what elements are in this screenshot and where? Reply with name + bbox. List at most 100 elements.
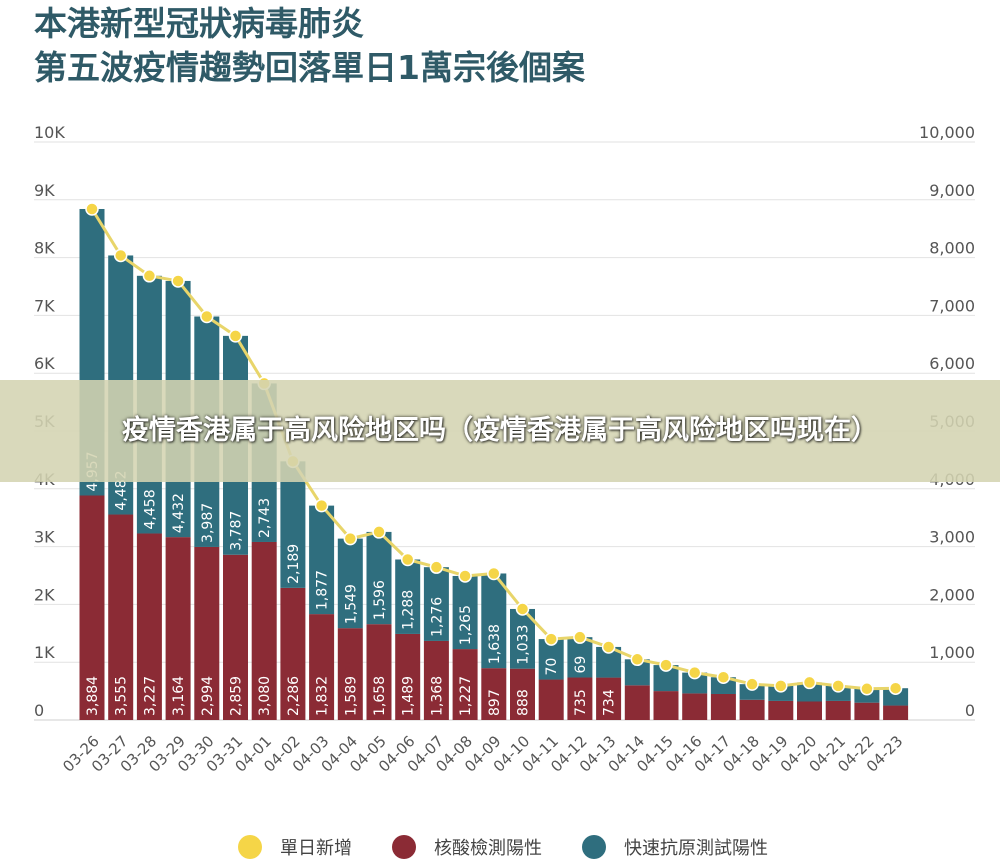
bar-antigen-04-03 [309, 505, 335, 615]
y-right-tick-label: 8,000 [929, 239, 975, 258]
label-antigen-03-31: 3,787 [229, 511, 245, 551]
label-antigen-04-11: 70 [544, 658, 560, 676]
overlay-banner-text: 疫情香港属于高风险地区吗（疫情香港属于高风险地区吗现在） [122, 415, 878, 446]
y-left-tick-label: 9K [34, 181, 55, 200]
legend-swatch-teal [582, 835, 606, 859]
y-right-tick-label: 7,000 [929, 296, 975, 315]
chart-title-line1: 本港新型冠狀病毒肺炎 [34, 4, 364, 43]
daily-new-point-04-04 [343, 531, 358, 546]
daily-new-point-04-14 [630, 652, 645, 667]
daily-new-point-04-13 [601, 640, 616, 654]
overlay-banner: 疫情香港属于高风险地区吗（疫情香港属于高风险地区吗现在） [0, 380, 1000, 482]
bar-nucleic-04-18 [739, 699, 765, 720]
label-antigen-03-28: 4,458 [142, 489, 158, 529]
y-right-tick-label: 0 [965, 701, 975, 720]
bar-antigen-04-21 [825, 685, 851, 701]
legend-item-rapid-antigen: 快速抗原測試陽性 [582, 834, 768, 860]
legend: 單日新增 核酸檢測陽性 快速抗原測試陽性 [238, 832, 808, 862]
bar-nucleic-04-20 [797, 701, 822, 720]
bar-nucleic-03-26 [79, 495, 105, 720]
y-right-tick-label: 6,000 [929, 354, 975, 373]
bar-nucleic-04-22 [854, 702, 880, 720]
bar-antigen-04-07 [423, 567, 449, 641]
bar-nucleic-04-11 [538, 679, 564, 720]
daily-new-point-04-09 [487, 566, 501, 581]
legend-label-rapid-antigen: 快速抗原測試陽性 [624, 838, 768, 859]
daily-new-point-04-23 [888, 681, 903, 695]
label-nucleic-03-27: 3,555 [114, 676, 130, 716]
label-nucleic-04-03: 1,832 [315, 676, 331, 716]
label-antigen-04-02: 2,189 [286, 544, 302, 584]
label-antigen-04-03: 1,877 [315, 570, 331, 610]
y-right-tick-label: 3,000 [929, 528, 975, 547]
daily-new-point-04-16 [687, 665, 702, 680]
bar-antigen-04-09 [481, 573, 507, 669]
bar-nucleic-04-21 [825, 700, 851, 720]
bar-nucleic-03-30 [194, 546, 220, 720]
bar-antigen-04-20 [797, 682, 822, 702]
label-antigen-04-09: 1,638 [487, 624, 503, 664]
bar-antigen-04-04 [337, 538, 363, 629]
label-nucleic-04-02: 2,286 [286, 676, 302, 716]
label-nucleic-03-31: 2,859 [229, 676, 245, 716]
bar-nucleic-04-16 [682, 693, 708, 720]
chart-title: 本港新型冠狀病毒肺炎 第五波疫情趨勢回落單日1萬宗後個案 [34, 2, 585, 90]
bar-nucleic-04-23 [883, 705, 909, 720]
bar-nucleic-04-19 [768, 700, 794, 720]
label-antigen-04-06: 1,288 [401, 590, 417, 630]
y-left-tick-label: 2K [34, 585, 55, 604]
bar-nucleic-04-05 [366, 624, 392, 720]
y-right-tick-label: 1,000 [929, 643, 975, 662]
daily-new-point-03-27 [113, 248, 128, 263]
legend-swatch-red [392, 835, 416, 859]
y-left-tick-label: 6K [34, 354, 55, 373]
bar-antigen-04-08 [452, 575, 478, 650]
daily-new-point-04-22 [860, 682, 874, 696]
label-nucleic-03-26: 3,884 [85, 676, 101, 716]
label-nucleic-04-12: 735 [573, 689, 589, 716]
legend-swatch-yellow [238, 835, 262, 859]
label-nucleic-04-08: 1,227 [458, 676, 474, 716]
bar-nucleic-04-13 [596, 677, 622, 720]
y-left-tick-label: 7K [34, 296, 55, 315]
label-antigen-04-08: 1,265 [458, 605, 474, 645]
bar-nucleic-04-10 [510, 668, 535, 720]
bar-nucleic-04-12 [567, 677, 593, 720]
label-antigen-04-12: 69 [573, 656, 589, 674]
label-antigen-04-05: 1,596 [372, 580, 388, 620]
daily-new-point-04-21 [831, 679, 845, 693]
bar-nucleic-04-02 [280, 587, 306, 720]
daily-new-point-04-08 [458, 569, 472, 583]
daily-new-point-04-05 [372, 525, 386, 539]
daily-new-point-04-19 [774, 679, 788, 693]
bar-nucleic-04-03 [309, 614, 335, 720]
bar-nucleic-04-17 [710, 693, 736, 720]
daily-new-point-03-30 [200, 309, 214, 324]
bar-nucleic-03-28 [136, 533, 162, 720]
label-antigen-04-01: 2,743 [257, 498, 273, 538]
label-antigen-04-10: 1,033 [516, 625, 532, 665]
y-right-tick-label: 10,000 [919, 123, 975, 142]
daily-new-point-03-26 [85, 202, 99, 216]
bar-antigen-04-17 [710, 677, 736, 694]
bar-nucleic-04-14 [624, 685, 650, 720]
label-antigen-04-07: 1,276 [429, 597, 445, 637]
bar-antigen-04-16 [682, 672, 708, 694]
y-right-tick-label: 9,000 [929, 181, 975, 200]
bar-nucleic-04-07 [423, 640, 449, 720]
bar-antigen-04-23 [883, 688, 909, 706]
legend-label-nucleic-test: 核酸檢測陽性 [434, 838, 542, 859]
bar-nucleic-03-29 [165, 537, 191, 720]
daily-new-point-04-10 [515, 602, 530, 616]
daily-new-point-03-29 [171, 274, 185, 288]
daily-new-point-04-18 [745, 677, 759, 691]
daily-new-point-04-12 [573, 630, 587, 644]
label-nucleic-04-13: 734 [602, 689, 618, 716]
daily-new-point-04-06 [400, 552, 415, 567]
label-nucleic-04-10: 888 [516, 689, 532, 716]
bar-nucleic-04-04 [337, 628, 363, 720]
label-nucleic-03-30: 2,994 [200, 676, 216, 716]
daily-new-point-04-03 [314, 498, 329, 513]
bar-nucleic-04-01 [251, 541, 277, 720]
bar-nucleic-04-09 [481, 668, 507, 720]
